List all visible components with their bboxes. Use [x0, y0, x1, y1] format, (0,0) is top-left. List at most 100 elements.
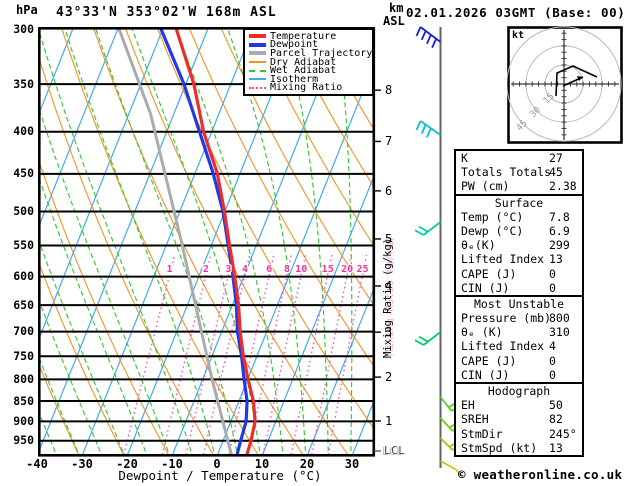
credit-footer: © weatheronline.co.uk: [458, 467, 623, 482]
stat-value: 4: [549, 339, 556, 354]
stat-value: 299: [549, 238, 570, 253]
dry-adiabat-line: [252, 29, 374, 247]
isotherm-line: [171, 29, 344, 455]
stat-row: θₑ (K) 310: [456, 325, 582, 339]
stat-value: 2.38: [549, 179, 577, 194]
pressure-tick-label: 750: [13, 348, 34, 363]
stat-row: K 27: [456, 151, 582, 165]
legend-swatch-thin: [249, 78, 266, 81]
stat-value: 27: [549, 151, 563, 165]
stats-section-header: Most Unstable: [473, 296, 564, 311]
legend-label: Parcel Trajectory: [270, 48, 373, 59]
stat-label: Temp (°C): [461, 209, 524, 224]
stat-row: StmSpd (kt) 13: [456, 441, 582, 455]
wind-barb-column: [415, 26, 463, 476]
stat-label: Pressure (mb): [461, 311, 552, 326]
isotherm-line: [306, 286, 374, 455]
temperature-axis-label: Dewpoint / Temperature (°C): [118, 468, 322, 483]
isotherm-line: [126, 29, 299, 455]
plot-area: [39, 29, 374, 455]
wind-barb: [415, 331, 442, 346]
pressure-tick-label: 800: [13, 371, 34, 386]
km-tick-label: 6: [385, 183, 393, 198]
dewpoint-curve: [159, 29, 249, 455]
pressure-tick-label: 300: [13, 21, 34, 36]
legend-swatch-dashed: [249, 69, 266, 72]
mixing-ratio-line: [185, 254, 234, 455]
km-tick-label: 2: [385, 370, 393, 385]
stat-row: Lifted Index 13: [456, 252, 582, 266]
stat-row: CIN (J) 0: [456, 368, 582, 382]
stat-value: 800: [549, 311, 570, 326]
wind-barb: [415, 221, 442, 236]
stat-row: StmDir 245°: [456, 427, 582, 441]
legend-swatch-dotted: [249, 86, 266, 89]
stat-label: StmDir: [461, 426, 503, 441]
legend-swatch-thick: [249, 51, 266, 56]
mixing-ratio-line: [262, 254, 307, 455]
mixing-ratio-line: [161, 254, 212, 455]
stat-value: 245°: [549, 426, 577, 441]
pressure-tick-label: 700: [13, 324, 34, 339]
stat-value: 0: [549, 353, 556, 368]
stat-value: 0: [549, 367, 556, 382]
pressure-tick-label: 900: [13, 413, 34, 428]
stat-row: EH 50: [456, 398, 582, 412]
plot-frame: [38, 27, 376, 457]
legend-label: Mixing Ratio: [270, 82, 343, 94]
pressure-tick-label: 650: [13, 297, 34, 312]
stat-label: PW (cm): [461, 179, 510, 194]
mixing-ratio-value-label: 3: [225, 264, 231, 275]
stat-row: Temp (°C) 7.8: [456, 210, 582, 224]
mixing-ratio-value-label: 20: [341, 264, 353, 275]
stat-value: 6.9: [549, 223, 570, 238]
stats-box: Hodograph EH 50 SREH 82 StmDir 245° StmSpd (kt)…: [454, 382, 584, 457]
stat-value: 13: [549, 252, 563, 267]
stat-row: PW (cm) 2.38: [456, 179, 582, 193]
dry-adiabat-line: [39, 363, 80, 455]
hodograph-trace: [555, 65, 598, 97]
hodograph-unit-label: kt: [512, 30, 525, 41]
wet-adiabat-line: [39, 411, 58, 455]
stat-row: SREH 82: [456, 412, 582, 426]
stat-label: CAPE (J): [461, 266, 517, 281]
isotherm-line: [39, 29, 209, 453]
stat-value: 50: [549, 398, 563, 413]
stat-label: StmSpd (kt): [461, 440, 538, 455]
km-tick-label: 7: [385, 134, 393, 149]
wet-adiabat-line: [39, 356, 80, 455]
km-tick-label: 4: [385, 278, 393, 293]
pressure-tick-label: 450: [13, 166, 34, 181]
stat-label: θₑ(K): [461, 238, 496, 253]
temperature-curve: [174, 29, 257, 455]
stat-row: CIN (J) 0: [456, 281, 582, 295]
mixing-ratio-value-label: 8: [284, 264, 290, 275]
page-title: 43°33'N 353°02'W 168m ASL: [56, 5, 277, 20]
stats-panel: K 27 Totals Totals 45 PW (cm) 2.38 Surface Temp…: [454, 149, 584, 457]
stat-row: θₑ(K) 299: [456, 238, 582, 252]
mixing-ratio-value-label: 25: [356, 264, 368, 275]
legend-item: Parcel Trajectory: [249, 48, 373, 59]
km-tick-label: 3: [385, 325, 393, 340]
legend-item: Isotherm: [249, 74, 369, 84]
legend: Temperature Dewpoint Parcel Trajectory Dry …: [243, 28, 374, 97]
temp-tick-label: -10: [161, 457, 183, 471]
run-datetime-label: 02.01.2026 03GMT (Base: 00): [406, 5, 626, 20]
pressure-tick-label: 950: [13, 433, 34, 448]
legend-swatch-thin: [249, 61, 266, 64]
stat-label: CIN (J): [461, 367, 510, 382]
km-tick-label: 1: [385, 414, 393, 429]
wet-adiabat-line: [64, 29, 216, 455]
pressure-unit-label: hPa: [16, 3, 38, 17]
stat-label: Totals Totals: [461, 165, 552, 180]
mixing-ratio-value-label: 2: [203, 264, 209, 275]
mixing-ratio-value-label: 6: [266, 264, 272, 275]
stat-label: K: [461, 151, 468, 165]
altitude-unit-km-label: km: [389, 1, 404, 15]
stat-label: Lifted Index: [461, 252, 545, 267]
km-tick-label: 8: [385, 83, 393, 98]
wet-adiabat-line: [39, 299, 103, 455]
legend-item: Dry Adiabat: [249, 57, 369, 67]
legend-label: Dewpoint: [270, 39, 319, 51]
